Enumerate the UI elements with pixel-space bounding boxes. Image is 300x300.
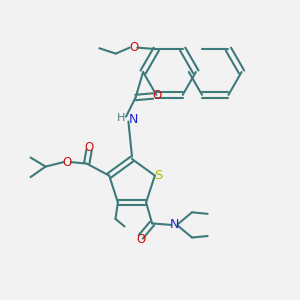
Text: O: O: [152, 89, 161, 103]
Text: N: N: [170, 218, 179, 231]
Text: O: O: [62, 156, 72, 169]
Text: S: S: [154, 169, 163, 182]
Text: O: O: [129, 41, 138, 54]
Text: N: N: [128, 112, 138, 126]
Text: H: H: [116, 113, 125, 123]
Text: O: O: [84, 141, 94, 154]
Text: O: O: [136, 233, 145, 246]
